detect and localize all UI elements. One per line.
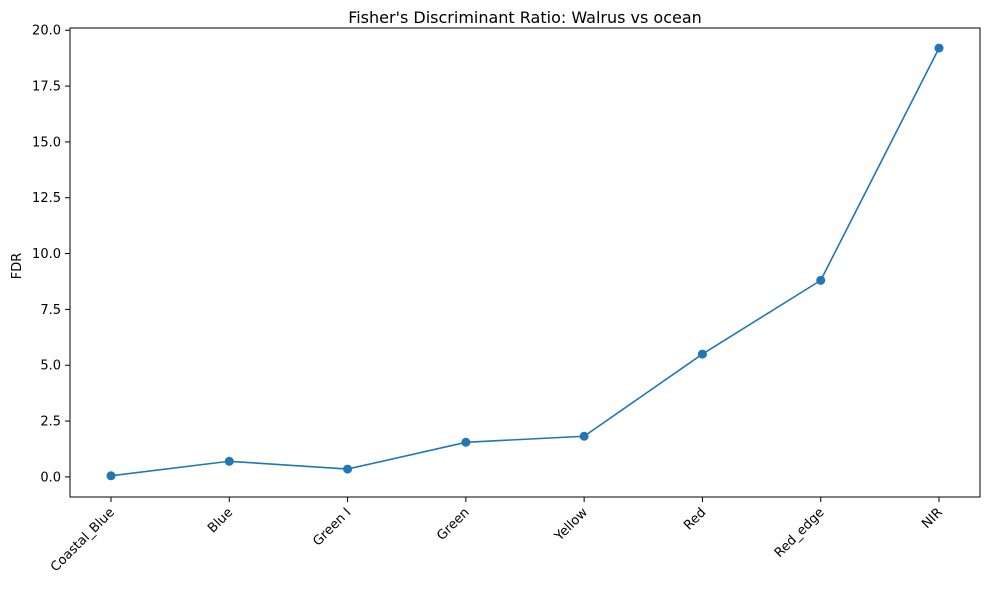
x-tick-label: NIR bbox=[919, 505, 946, 532]
data-point bbox=[579, 431, 589, 441]
plot-area-frame bbox=[69, 27, 981, 498]
y-tick-label: 15.0 bbox=[32, 135, 61, 150]
x-tick-label: Red bbox=[681, 505, 709, 533]
y-axis-label: FDR bbox=[10, 253, 25, 280]
y-tick-label: 17.5 bbox=[32, 80, 61, 95]
y-tick-label: 10.0 bbox=[32, 247, 61, 262]
x-tick-label: Red_edge bbox=[772, 505, 828, 561]
y-tick-label: 2.5 bbox=[40, 415, 61, 430]
data-point bbox=[934, 43, 944, 53]
y-tick-label: 0.0 bbox=[40, 470, 61, 485]
chart-title: Fisher's Discriminant Ratio: Walrus vs o… bbox=[348, 8, 702, 27]
series-line bbox=[110, 47, 940, 477]
y-axis-ticks: 0.0 2.5 5.0 7.5 10.0 12.5 15.0 17.5 20.0 bbox=[32, 24, 70, 485]
x-tick-label: Blue bbox=[205, 505, 236, 536]
x-tick-label: Green bbox=[434, 505, 472, 543]
y-tick-label: 20.0 bbox=[32, 24, 61, 39]
y-tick-label: 5.0 bbox=[40, 359, 61, 374]
y-tick-label: 12.5 bbox=[32, 191, 61, 206]
data-point bbox=[816, 275, 826, 285]
data-point bbox=[224, 456, 234, 466]
x-tick-label: Green I bbox=[310, 505, 354, 549]
x-tick-label: Yellow bbox=[551, 505, 591, 545]
data-point bbox=[343, 464, 353, 474]
x-axis-ticks: Coastal_Blue Blue Green I Green Yellow Red Red… bbox=[48, 497, 946, 575]
data-point bbox=[106, 471, 116, 481]
x-tick-label: Coastal_Blue bbox=[48, 505, 118, 575]
data-point bbox=[461, 437, 471, 447]
y-tick-label: 7.5 bbox=[40, 303, 61, 318]
data-points bbox=[106, 43, 944, 481]
data-point bbox=[697, 349, 707, 359]
